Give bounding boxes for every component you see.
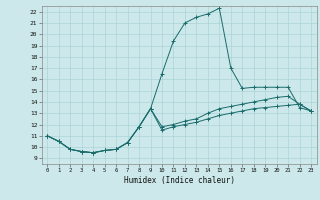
X-axis label: Humidex (Indice chaleur): Humidex (Indice chaleur) — [124, 176, 235, 185]
